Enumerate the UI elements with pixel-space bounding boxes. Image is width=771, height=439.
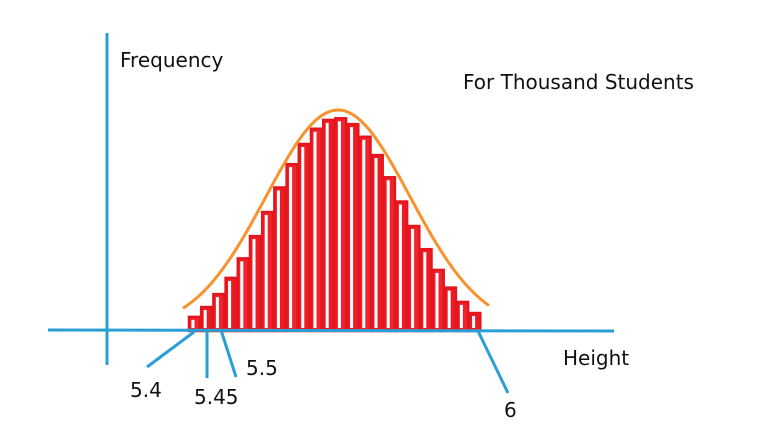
- bar-gap: [350, 127, 354, 328]
- x-axis: [47, 328, 615, 333]
- bar-gap: [411, 229, 415, 328]
- bar-gap: [252, 239, 256, 328]
- bar-gap: [374, 158, 378, 328]
- pointer: [219, 329, 238, 378]
- histogram-bars: [187, 117, 482, 333]
- bar-gap: [325, 122, 329, 329]
- y-axis-label: Frequency: [120, 48, 223, 72]
- pointer: [146, 330, 195, 369]
- x-axis-label: Height: [563, 346, 629, 370]
- pointer: [476, 330, 510, 394]
- bar-gap: [228, 280, 232, 328]
- bar-gap: [264, 215, 268, 328]
- bar-gap: [435, 272, 439, 328]
- tick-label: 6: [504, 398, 517, 422]
- bell-curve: [182, 108, 490, 310]
- bar-gap: [313, 131, 317, 328]
- tick-label: 5.45: [194, 385, 239, 409]
- tick-label: 5.5: [246, 356, 278, 380]
- bar-gap: [276, 190, 280, 328]
- bar-gap: [362, 139, 366, 328]
- bar-gap: [447, 290, 451, 328]
- bar-gap: [240, 261, 244, 328]
- caption: For Thousand Students: [463, 70, 694, 94]
- bar-gap: [337, 121, 341, 328]
- bar-gap: [191, 319, 195, 328]
- bar-gap: [423, 252, 427, 328]
- bar-gap: [398, 204, 402, 328]
- bar-gap: [301, 146, 305, 328]
- bar-gap: [203, 310, 207, 328]
- bar-gap: [472, 316, 476, 328]
- bar-gap: [289, 167, 293, 328]
- bar-gap: [459, 304, 463, 328]
- bar-gap: [386, 180, 390, 328]
- tick-label: 5.4: [130, 378, 162, 402]
- bar-gap: [215, 297, 219, 328]
